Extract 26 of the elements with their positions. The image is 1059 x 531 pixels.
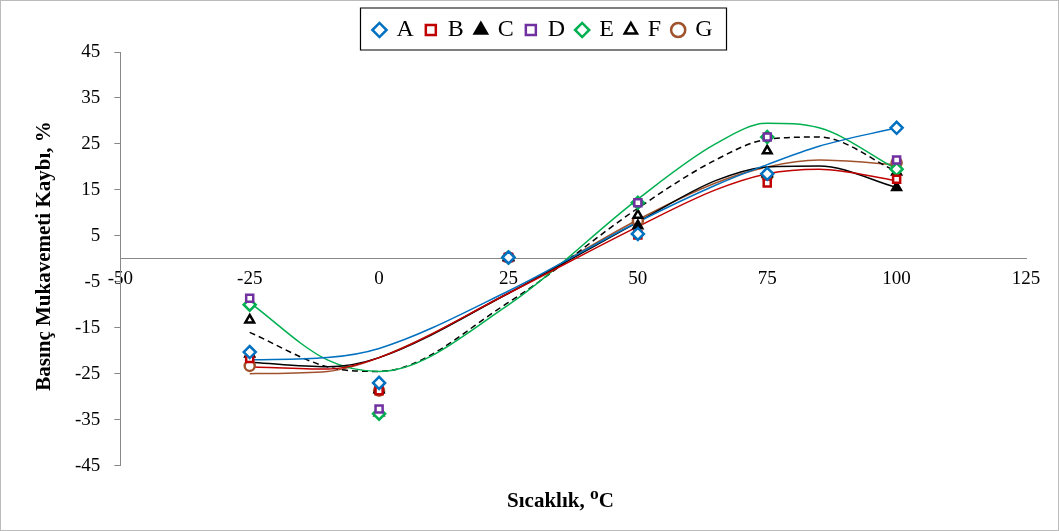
x-tick-label: 75 (757, 267, 777, 289)
y-tick-label: 5 (90, 223, 101, 245)
y-tick-label: 15 (81, 177, 101, 199)
y-tick-label: 25 (81, 131, 101, 153)
y-tick-label: -35 (75, 407, 101, 429)
y-axis-title: Basınç Mukavemeti Kaybı, % (30, 121, 56, 391)
x-tick-label: 50 (628, 267, 648, 289)
legend-label: B (447, 15, 464, 42)
y-tick-label: -45 (75, 453, 101, 475)
y-tick-label: -5 (84, 269, 101, 291)
legend-label: G (695, 15, 713, 42)
x-axis-title: Sıcaklık, $^{o}$C (506, 483, 615, 513)
legend-label: E (599, 15, 614, 42)
x-tick-label: 0 (374, 267, 384, 289)
legend-label: C (497, 15, 514, 42)
y-tick-label: 45 (81, 39, 101, 61)
legend-label: F (647, 15, 662, 42)
y-tick-label: -25 (75, 361, 101, 383)
legend-label: A (396, 15, 415, 42)
y-tick-label: 35 (81, 85, 101, 107)
x-tick-label: 25 (498, 267, 518, 289)
x-tick-label: 100 (882, 267, 911, 289)
x-tick-label: -25 (237, 267, 263, 289)
legend-label: D (547, 15, 566, 42)
x-tick-label: 125 (1011, 267, 1041, 289)
y-tick-label: -15 (75, 315, 101, 337)
